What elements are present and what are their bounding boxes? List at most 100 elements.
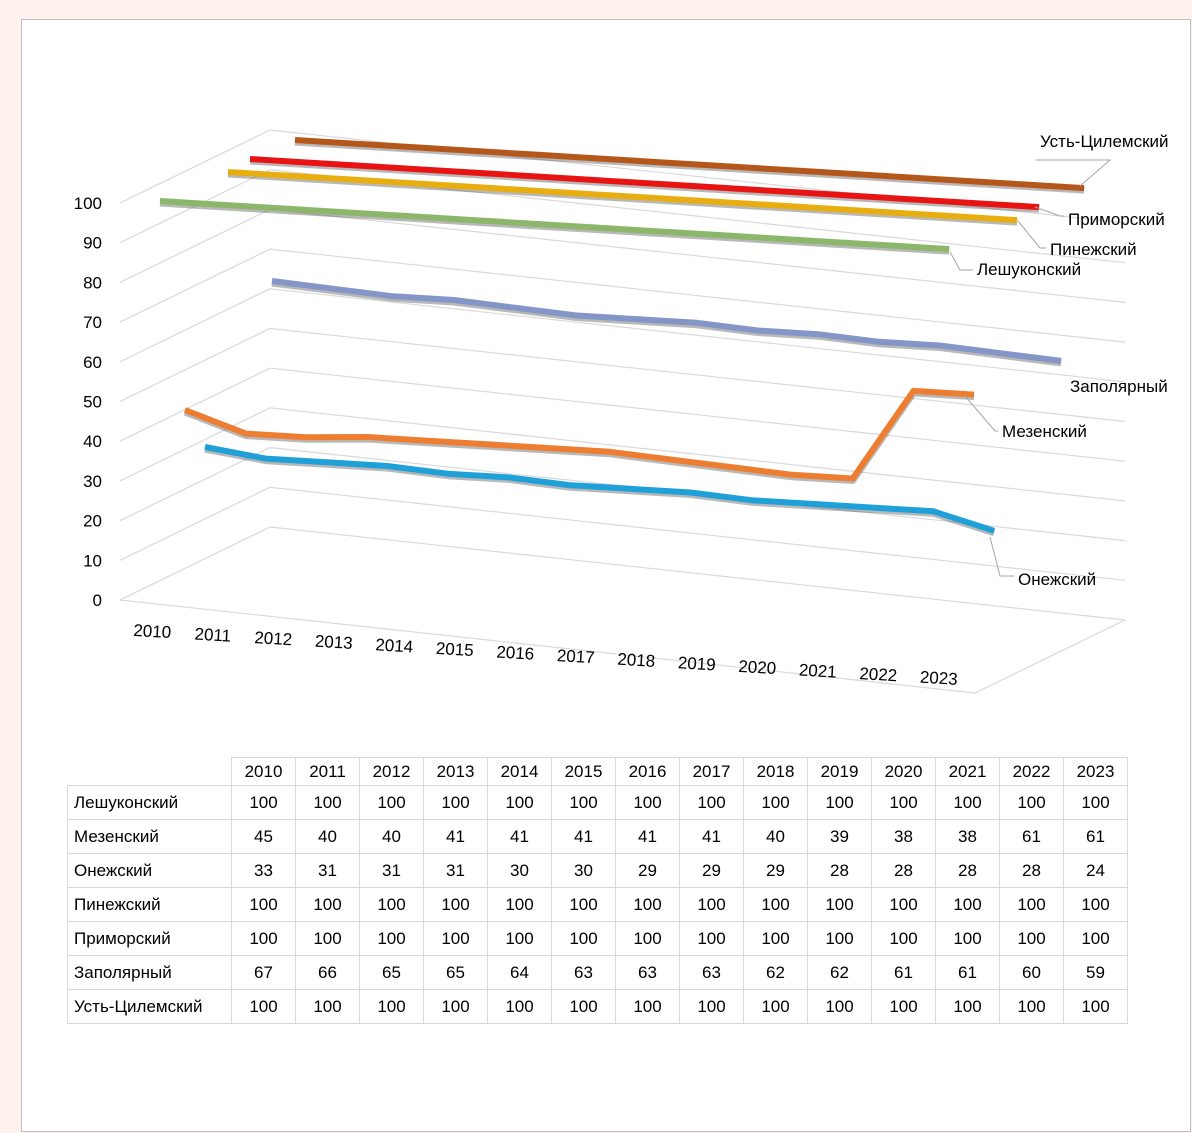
table-cell: 63 bbox=[679, 955, 744, 990]
label-leader bbox=[1036, 159, 1112, 187]
series-label: Мезенский bbox=[1002, 422, 1087, 441]
table-column-header: 2011 bbox=[295, 757, 360, 786]
table-cell: 100 bbox=[295, 989, 360, 1024]
table-cell: 100 bbox=[999, 989, 1064, 1024]
table-cell: 64 bbox=[487, 955, 552, 990]
series-path bbox=[183, 387, 975, 482]
table-cell: 28 bbox=[999, 853, 1064, 888]
y-tick-label: 60 bbox=[83, 353, 102, 372]
table-cell: 100 bbox=[359, 887, 424, 922]
table-row: Заполярный 67 66 65 65 64 63 63 63 62 62 61 61 60 59 bbox=[67, 955, 1128, 990]
table-cell: 61 bbox=[999, 819, 1064, 854]
series-line bbox=[271, 278, 1062, 367]
table-cell: 100 bbox=[935, 921, 1000, 956]
table-cell: 61 bbox=[871, 955, 936, 990]
x-tick-label: 2012 bbox=[254, 628, 293, 649]
gridline bbox=[269, 526, 1126, 621]
table-cell: 38 bbox=[935, 819, 1000, 854]
table-cell: 31 bbox=[423, 853, 488, 888]
table-column-header: 2021 bbox=[935, 757, 1000, 786]
table-cell: 100 bbox=[743, 887, 808, 922]
gridline-side bbox=[119, 208, 271, 283]
gridline-side bbox=[119, 248, 271, 323]
table-cell: 100 bbox=[551, 785, 616, 820]
table-cell: 63 bbox=[551, 955, 616, 990]
table-cell: 100 bbox=[487, 921, 552, 956]
x-tick-label: 2014 bbox=[375, 635, 414, 656]
table-cell: 31 bbox=[295, 853, 360, 888]
x-tick-label: 2019 bbox=[677, 653, 716, 674]
table-row: Пинежский 100 100 100 100 100 100 100 100 100 100 1… bbox=[67, 887, 1128, 922]
table-cell: 100 bbox=[487, 989, 552, 1024]
gridline bbox=[269, 486, 1126, 581]
y-tick-label: 10 bbox=[83, 551, 102, 570]
table-column-header: 2016 bbox=[615, 757, 680, 786]
table-corner bbox=[67, 757, 232, 786]
table-cell: 100 bbox=[295, 785, 360, 820]
table-cell: 100 bbox=[231, 887, 296, 922]
table-cell: 100 bbox=[743, 921, 808, 956]
data-table: 2010 2011 2012 2013 2014 2015 2016 2017 2018 2019… bbox=[67, 757, 1128, 1024]
label-leader bbox=[989, 536, 1014, 577]
table-cell: 41 bbox=[679, 819, 744, 854]
x-tick-label: 2023 bbox=[919, 668, 958, 689]
table-cell: 61 bbox=[1063, 819, 1128, 854]
table-cell: 24 bbox=[1063, 853, 1128, 888]
table-cell: 100 bbox=[743, 989, 808, 1024]
series-path bbox=[204, 444, 996, 534]
table-cell: 40 bbox=[743, 819, 808, 854]
gridline-side bbox=[119, 526, 271, 601]
gridline-side bbox=[119, 169, 271, 244]
table-cell: 41 bbox=[487, 819, 552, 854]
series-path bbox=[159, 198, 950, 253]
table-header-row: 2010 2011 2012 2013 2014 2015 2016 2017 2018 2019… bbox=[67, 757, 1128, 786]
floor-edge bbox=[119, 599, 976, 694]
gridline-side bbox=[119, 129, 271, 204]
table-cell: 65 bbox=[359, 955, 424, 990]
table-cell: 100 bbox=[423, 989, 488, 1024]
table-cell: 63 bbox=[615, 955, 680, 990]
table-cell: 100 bbox=[871, 989, 936, 1024]
table-cell: 60 bbox=[999, 955, 1064, 990]
table-cell: 100 bbox=[423, 785, 488, 820]
table-cell: 100 bbox=[615, 989, 680, 1024]
table-row: Онежский 33 31 31 31 30 30 29 29 29 28 28 28 28 24 bbox=[67, 853, 1128, 888]
table-cell: 28 bbox=[935, 853, 1000, 888]
table-cell: 41 bbox=[423, 819, 488, 854]
gridline bbox=[269, 208, 1126, 303]
label-leader bbox=[964, 395, 998, 432]
series-label: Лешуконский bbox=[977, 260, 1081, 279]
gridline-side bbox=[119, 407, 271, 482]
table-column-header: 2019 bbox=[807, 757, 872, 786]
table-row-label: Онежский bbox=[67, 853, 232, 888]
table-row-label: Заполярный bbox=[67, 955, 232, 990]
table-cell: 100 bbox=[231, 989, 296, 1024]
x-tick-label: 2013 bbox=[314, 632, 353, 653]
table-cell: 29 bbox=[615, 853, 680, 888]
table-column-header: 2023 bbox=[1063, 757, 1128, 786]
x-tick-label: 2011 bbox=[194, 625, 232, 646]
table-cell: 100 bbox=[551, 887, 616, 922]
gridline bbox=[269, 407, 1126, 502]
table-cell: 38 bbox=[871, 819, 936, 854]
label-leader bbox=[949, 251, 973, 271]
label-leader bbox=[1034, 206, 1064, 217]
table-row: Усть-Цилемский 100 100 100 100 100 100 100 100 10… bbox=[67, 989, 1128, 1024]
gridline bbox=[269, 248, 1126, 343]
table-cell: 100 bbox=[679, 785, 744, 820]
y-tick-label: 30 bbox=[83, 472, 102, 491]
gridline-side bbox=[119, 447, 271, 522]
table-cell: 29 bbox=[679, 853, 744, 888]
table-row: Приморский 100 100 100 100 100 100 100 100 100 100… bbox=[67, 921, 1128, 956]
table-cell: 100 bbox=[359, 989, 424, 1024]
table-cell: 100 bbox=[935, 887, 1000, 922]
table-cell: 28 bbox=[807, 853, 872, 888]
table-cell: 100 bbox=[615, 887, 680, 922]
series-label: Приморский bbox=[1068, 210, 1165, 229]
gridline-side bbox=[119, 486, 271, 561]
table-column-header: 2018 bbox=[743, 757, 808, 786]
table-cell: 100 bbox=[615, 785, 680, 820]
y-tick-label: 50 bbox=[83, 393, 102, 412]
table-cell: 40 bbox=[359, 819, 424, 854]
table-cell: 62 bbox=[743, 955, 808, 990]
